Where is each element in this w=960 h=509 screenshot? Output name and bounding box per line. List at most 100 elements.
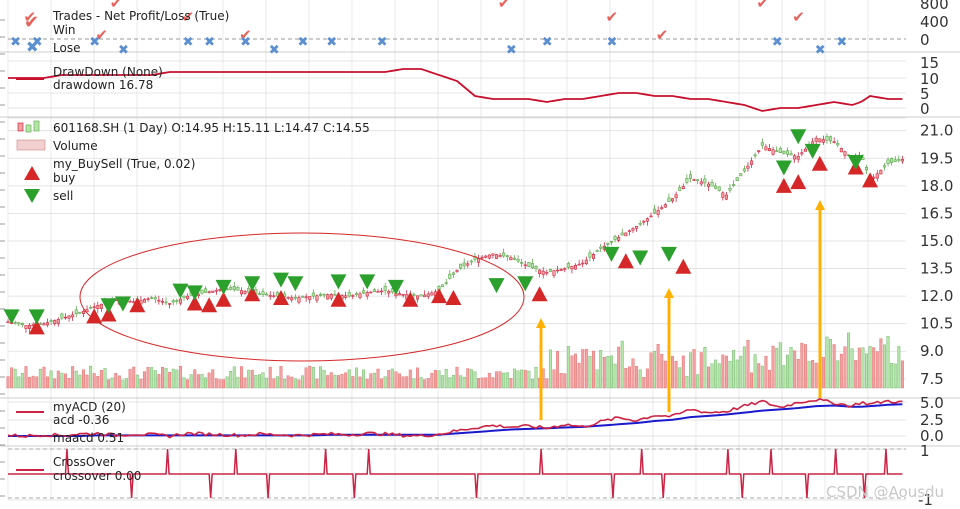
- candle-body: [484, 255, 488, 258]
- volume-bar: [365, 378, 369, 389]
- volume-bar: [459, 375, 463, 389]
- candle-body: [814, 137, 818, 142]
- volume-bar: [146, 367, 150, 389]
- volume-bar: [38, 368, 42, 389]
- volume-bar: [74, 370, 78, 389]
- volume-bar: [768, 369, 771, 389]
- candle-body: [750, 160, 754, 165]
- candle-body: [268, 295, 272, 297]
- volume-bar: [35, 376, 39, 389]
- candle-body: [710, 182, 714, 187]
- candle-body: [441, 284, 445, 287]
- volume-bar: [775, 347, 779, 389]
- candle-body: [49, 320, 53, 322]
- volume-bar: [175, 369, 179, 389]
- volume-bar: [326, 375, 330, 389]
- volume-bar: [778, 342, 782, 389]
- candle-body: [92, 306, 96, 309]
- volume-bar: [811, 360, 815, 389]
- candle-body: [803, 148, 807, 152]
- lose-marker: ✖: [269, 43, 280, 58]
- volume-bar: [825, 336, 829, 389]
- candle-body: [671, 198, 675, 202]
- candle-body: [243, 291, 247, 294]
- candle-body: [455, 270, 459, 272]
- volume-bar: [498, 371, 502, 389]
- candle-body: [448, 273, 452, 279]
- volume-bar: [204, 377, 208, 389]
- price-tick: 15.0: [920, 232, 953, 250]
- volume-bar: [739, 355, 743, 389]
- candle-legend-icon: [17, 120, 40, 133]
- candle-body: [265, 293, 269, 296]
- volume-bar: [847, 332, 850, 389]
- volume-bar: [390, 368, 394, 389]
- candle-body: [534, 266, 538, 270]
- candle-body: [182, 295, 186, 298]
- trades-panel: ✔✔✔✔✔✔✔✔✔✔✖ ✖ ✖✖✖ ✖ ✖✖✖ ✖ ✖✖✖ ✖ ✖✖✖ Trades - Net…: [10, 0, 948, 58]
- volume-bar: [861, 347, 865, 389]
- candle-body: [354, 293, 358, 295]
- candle-body: [699, 181, 703, 185]
- volume-bar: [710, 363, 714, 389]
- candle-body: [322, 293, 326, 296]
- candle-body: [825, 135, 829, 141]
- volume-bar: [275, 376, 279, 389]
- volume-bar: [301, 375, 305, 389]
- candle-body: [732, 184, 736, 186]
- volume-bar: [283, 379, 287, 389]
- candle-body: [541, 270, 545, 275]
- lose-marker: ✖: [89, 35, 100, 50]
- volume-bar: [178, 365, 182, 389]
- candle-body: [559, 269, 563, 271]
- volume-bar: [56, 370, 60, 389]
- sell-marker: [330, 274, 347, 290]
- volume-bar: [117, 375, 121, 389]
- candle-body: [879, 170, 883, 175]
- lose-marker: ✖: [240, 35, 251, 50]
- candle-body: [63, 316, 67, 319]
- volume-legend: Volume: [53, 139, 98, 153]
- volume-bar: [753, 354, 757, 389]
- volume-bar: [451, 375, 455, 389]
- candle-body: [333, 294, 337, 296]
- volume-bar: [218, 379, 222, 389]
- buy-marker: [272, 289, 289, 305]
- crossover-line: [8, 448, 903, 499]
- volume-bar: [243, 377, 247, 389]
- sell-marker: [215, 279, 232, 295]
- sell-marker: [632, 250, 649, 266]
- candle-body: [214, 289, 218, 292]
- volume-bar: [225, 376, 229, 389]
- volume-bar: [886, 336, 890, 389]
- volume-bar: [882, 344, 886, 389]
- candle-body: [717, 186, 721, 191]
- volume-bar: [843, 346, 847, 389]
- price-tick: 13.5: [920, 260, 953, 278]
- volume-bar: [638, 369, 642, 389]
- volume-bar: [850, 348, 854, 389]
- candle-body: [771, 149, 775, 155]
- volume-bar: [268, 366, 272, 389]
- candle-body: [753, 154, 757, 157]
- volume-bar: [286, 375, 290, 389]
- candle-body: [735, 177, 739, 181]
- lose-marker: ✖: [606, 35, 617, 50]
- sell-marker: [114, 296, 131, 312]
- volume-bar: [444, 369, 448, 389]
- buy-marker: [215, 291, 232, 307]
- volume-bar: [351, 376, 355, 389]
- volume-bar: [495, 371, 498, 389]
- volume-bar: [96, 376, 100, 389]
- acd-value: acd -0.36: [53, 413, 109, 427]
- buy-marker: [811, 155, 828, 171]
- trades-title: Trades - Net Profit/Loss (True): [52, 9, 229, 23]
- candle-body: [56, 319, 60, 324]
- sell-legend-icon: [24, 189, 40, 203]
- volume-bar: [534, 366, 538, 389]
- candle-body: [760, 142, 764, 146]
- price-tick: 16.5: [920, 204, 953, 222]
- candle-body: [523, 264, 527, 267]
- dd-tick-15: 15: [920, 54, 939, 72]
- sell-marker: [517, 276, 534, 292]
